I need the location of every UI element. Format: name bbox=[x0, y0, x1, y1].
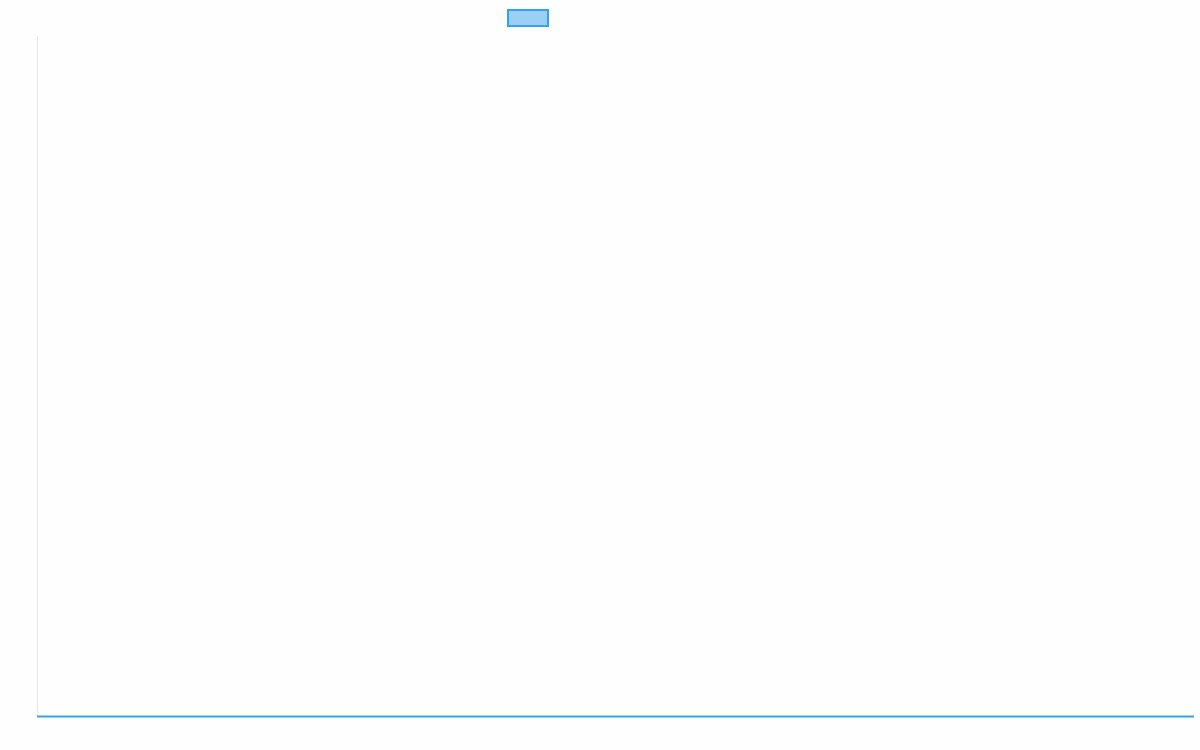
legend-swatch[interactable] bbox=[507, 9, 549, 27]
legend bbox=[507, 9, 549, 27]
